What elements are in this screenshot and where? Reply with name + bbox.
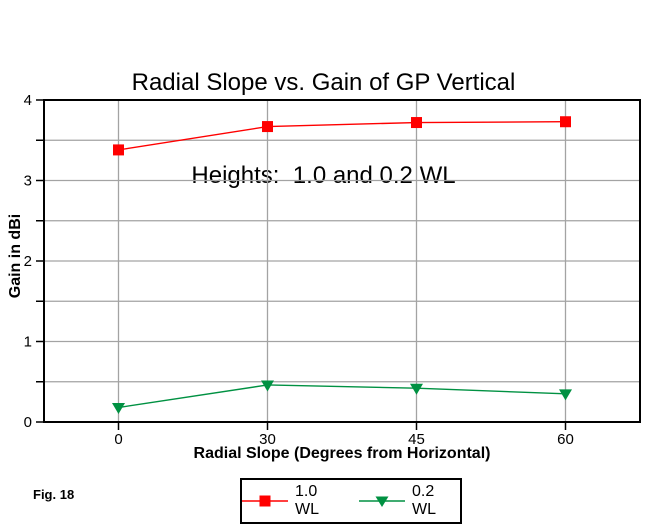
legend-label: 0.2 WL [412,483,436,518]
y-tick-label: 0 [24,414,32,431]
data-point-triangle-marker [261,380,274,392]
series-line-1-0-wl [118,121,566,151]
x-tick-label: 30 [259,431,276,448]
chart-title-line2: Heights: 1.0 and 0.2 WL [191,162,456,189]
y-tick-label: 4 [24,92,32,109]
y-axis-title: Gain in dBi [7,213,24,299]
legend-triangle-marker-icon [359,494,405,508]
y-tick-label: 3 [24,173,32,190]
data-point-square-marker [560,116,571,128]
y-tick-label: 1 [24,334,32,351]
data-point-square-marker [262,121,273,133]
x-tick-label: 0 [114,431,122,448]
legend-item-0.2-wl: 0.2 WL [359,483,460,519]
legend-label: 1.0 WL [295,483,319,518]
x-tick-label: 45 [408,431,425,448]
data-point-square-marker [113,144,124,156]
x-tick-label: 60 [557,431,574,448]
series-line-0-2-wl [118,384,566,409]
data-point-square-marker [411,117,422,129]
chart-title-line1: Radial Slope vs. Gain of GP Vertical [131,69,516,96]
data-point-triangle-marker [112,403,125,415]
figure-caption: Fig. 18 [33,487,75,502]
legend: 1.0 WL 0.2 WL [240,478,462,524]
data-point-triangle-marker [559,389,572,401]
legend-item-1.0-wl: 1.0 WL [242,483,343,519]
y-tick-label: 2 [24,253,32,270]
x-axis-title: Radial Slope (Degrees from Horizontal) [193,445,491,462]
data-point-triangle-marker [410,383,423,395]
chart-title: Radial Slope vs. Gain of GP Vertical Hei… [0,5,647,253]
legend-square-marker-icon [242,494,288,508]
